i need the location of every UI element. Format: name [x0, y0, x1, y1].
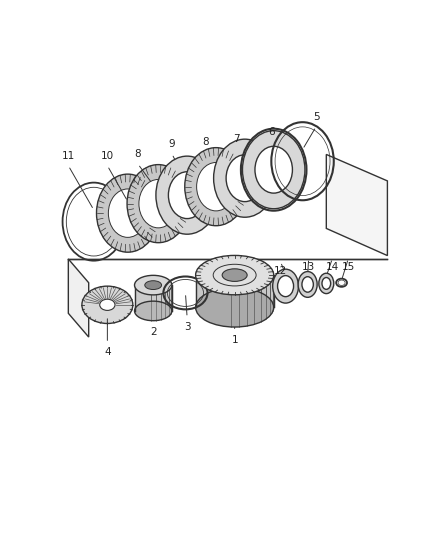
Text: 8: 8 — [134, 149, 141, 159]
Polygon shape — [68, 259, 88, 337]
Ellipse shape — [278, 276, 293, 297]
Ellipse shape — [197, 163, 235, 211]
Text: 9: 9 — [169, 139, 175, 149]
Ellipse shape — [156, 156, 219, 234]
Text: 14: 14 — [326, 262, 339, 272]
Text: 6: 6 — [268, 127, 276, 138]
Text: 1: 1 — [231, 335, 238, 345]
Text: 12: 12 — [274, 266, 287, 276]
Text: 8: 8 — [202, 137, 209, 147]
Ellipse shape — [82, 286, 133, 324]
Ellipse shape — [222, 269, 247, 281]
Ellipse shape — [145, 281, 162, 289]
Text: 13: 13 — [302, 262, 315, 272]
Ellipse shape — [196, 255, 274, 295]
Text: 10: 10 — [101, 150, 114, 160]
Ellipse shape — [100, 299, 115, 310]
Ellipse shape — [139, 180, 178, 228]
Ellipse shape — [185, 148, 247, 225]
Text: 5: 5 — [313, 111, 319, 122]
Ellipse shape — [214, 139, 276, 217]
Ellipse shape — [168, 172, 206, 219]
Ellipse shape — [319, 273, 334, 294]
Ellipse shape — [243, 131, 305, 209]
Ellipse shape — [96, 174, 159, 252]
Ellipse shape — [298, 271, 317, 297]
Ellipse shape — [255, 146, 293, 193]
Text: 11: 11 — [62, 150, 75, 160]
Text: 7: 7 — [233, 134, 240, 143]
Ellipse shape — [134, 276, 172, 295]
Ellipse shape — [108, 189, 147, 237]
Ellipse shape — [273, 269, 298, 303]
Text: 3: 3 — [184, 322, 191, 332]
Ellipse shape — [322, 278, 331, 289]
Ellipse shape — [226, 155, 264, 201]
Polygon shape — [326, 155, 387, 256]
Text: 15: 15 — [342, 262, 355, 272]
Text: 4: 4 — [104, 347, 111, 357]
Ellipse shape — [196, 288, 274, 327]
Ellipse shape — [302, 277, 313, 292]
Ellipse shape — [134, 301, 172, 321]
Text: 2: 2 — [150, 327, 156, 337]
Ellipse shape — [127, 165, 190, 243]
